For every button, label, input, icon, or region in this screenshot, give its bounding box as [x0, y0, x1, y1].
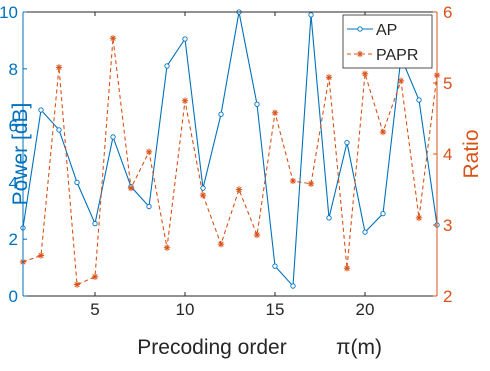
legend-label-ap: AP — [376, 22, 397, 39]
data-point-papr — [199, 191, 207, 199]
y-left-tick-label: 2 — [9, 230, 18, 249]
data-point-papr — [325, 74, 333, 81]
data-point-ap — [182, 36, 188, 42]
x-tick-label: 10 — [176, 300, 195, 319]
data-point-papr — [127, 184, 135, 192]
y-left-tick-label: 6 — [9, 117, 18, 136]
x-tick-label: 15 — [266, 300, 285, 319]
data-point-ap — [362, 229, 368, 235]
data-point-papr — [73, 281, 81, 288]
y-left-tick-label: 0 — [9, 287, 18, 306]
y-right-tick-label: 4 — [443, 145, 452, 164]
data-point-papr — [415, 214, 423, 222]
y-left-tick-label: 10 — [0, 3, 18, 22]
x-axis-label: Precoding order — [137, 336, 286, 359]
series-line-ap — [22, 11, 438, 288]
data-point-ap — [344, 139, 350, 146]
data-point-ap — [200, 185, 206, 191]
legend-label-papr: PAPR — [376, 47, 418, 64]
data-point-ap — [254, 101, 260, 107]
y-left-tick-label: 8 — [9, 60, 18, 79]
data-point-papr — [163, 244, 171, 251]
data-point-ap — [290, 283, 296, 289]
data-point-ap — [56, 127, 62, 133]
legend-marker-papr — [356, 50, 364, 58]
x-tick-label: 20 — [356, 300, 375, 319]
data-point-papr — [55, 64, 63, 71]
data-point-papr — [217, 240, 225, 248]
data-point-ap — [308, 12, 314, 18]
data-point-papr — [271, 109, 279, 117]
data-point-ap — [218, 111, 224, 117]
data-point-ap — [38, 107, 44, 113]
y-right-tick-label: 3 — [443, 216, 452, 235]
data-point-papr — [37, 252, 45, 259]
data-point-ap — [92, 220, 98, 227]
data-point-papr — [343, 265, 351, 272]
data-point-ap — [272, 263, 278, 269]
data-point-papr — [235, 186, 243, 193]
legend-box — [342, 14, 433, 69]
x-tick-label: 5 — [90, 300, 99, 319]
series-line-papr — [22, 38, 438, 286]
data-point-papr — [361, 70, 369, 77]
data-point-ap — [416, 97, 422, 103]
data-point-ap — [326, 215, 332, 221]
y-right-tick-label: 5 — [443, 74, 452, 93]
data-point-papr — [379, 128, 387, 136]
legend: AP PAPR — [342, 14, 433, 69]
data-point-papr — [181, 97, 189, 104]
data-point-papr — [91, 273, 99, 281]
data-point-ap — [380, 210, 386, 217]
data-point-ap — [164, 63, 170, 69]
data-point-papr — [253, 231, 261, 239]
data-point-ap — [146, 203, 152, 210]
data-point-papr — [307, 180, 315, 188]
y-left-tick-label: 4 — [9, 173, 18, 192]
y-axis-right-label: Ratio — [460, 129, 483, 178]
y-right-tick-label: 2 — [443, 287, 452, 306]
data-point-papr — [289, 177, 297, 185]
data-point-ap — [110, 134, 116, 140]
y-right-tick-label: 6 — [443, 3, 452, 22]
x-axis-label-math: π(m) — [336, 336, 382, 359]
data-point-ap — [74, 179, 80, 186]
legend-marker-ap — [357, 26, 363, 32]
data-point-papr — [397, 77, 405, 85]
data-point-papr — [109, 35, 117, 42]
data-point-papr — [145, 148, 153, 156]
y-axis-left-label: Power [dB] — [9, 103, 32, 206]
